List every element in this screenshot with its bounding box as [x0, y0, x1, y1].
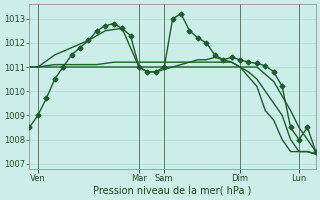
X-axis label: Pression niveau de la mer( hPa ): Pression niveau de la mer( hPa )	[93, 186, 252, 196]
